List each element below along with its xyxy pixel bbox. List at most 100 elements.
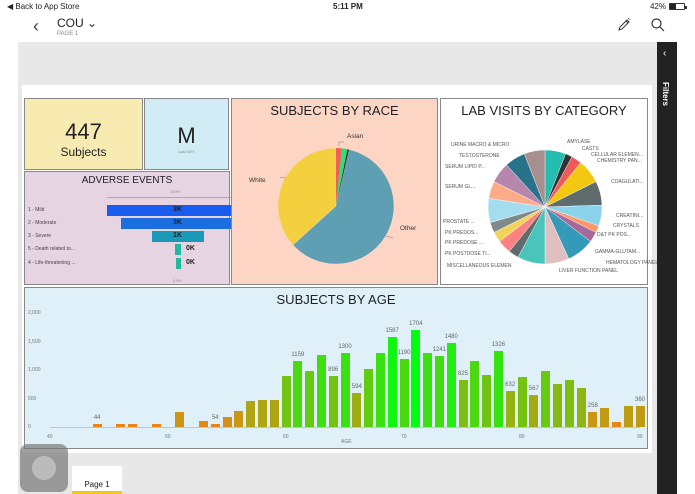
age-bar[interactable] xyxy=(600,408,610,427)
age-bar[interactable] xyxy=(210,423,220,427)
age-bar[interactable] xyxy=(175,412,185,427)
age-bar[interactable] xyxy=(552,383,562,427)
adverse-event-label: 3 - Severe xyxy=(28,233,52,239)
age-bar[interactable] xyxy=(375,353,385,427)
age-bar[interactable] xyxy=(222,417,232,427)
race-chart-title: SUBJECTS BY RACE xyxy=(270,103,399,118)
age-bar[interactable] xyxy=(364,369,374,427)
lab-pie[interactable] xyxy=(441,121,649,281)
adverse-event-row[interactable]: 3 - Severe 1K xyxy=(25,231,231,242)
adverse-event-row[interactable]: 1 - Mild 3K xyxy=(25,205,250,216)
age-bar[interactable] xyxy=(411,329,421,427)
sex-card[interactable]: M Last SEX xyxy=(144,98,229,170)
age-bar[interactable] xyxy=(116,424,126,427)
assistive-touch-button[interactable] xyxy=(20,444,68,492)
age-bar[interactable] xyxy=(340,352,350,427)
adverse-event-row[interactable]: 4 - Life-threatening ... 0K xyxy=(25,258,231,269)
lab-category-label: CRYSTALS xyxy=(613,223,639,229)
subjects-card[interactable]: 447 Subjects xyxy=(24,98,143,170)
age-bar[interactable] xyxy=(92,424,102,427)
back-chevron-icon[interactable]: ‹ xyxy=(33,16,39,36)
adverse-event-row[interactable]: 2 - Moderate 3K xyxy=(25,218,235,229)
age-bar-data-label: 1300 xyxy=(338,343,352,350)
page-tab-label: Page 1 xyxy=(84,480,110,489)
age-bar[interactable] xyxy=(269,400,279,427)
adverse-event-label: 4 - Life-threatening ... xyxy=(28,260,76,266)
age-bar[interactable] xyxy=(434,356,444,427)
age-bar[interactable] xyxy=(623,406,633,427)
age-bar[interactable] xyxy=(128,424,138,427)
annotate-pen-icon[interactable] xyxy=(616,17,632,33)
assistive-touch-knob xyxy=(32,456,56,480)
age-bar[interactable] xyxy=(352,393,362,427)
age-bar[interactable] xyxy=(399,359,409,427)
adverse-event-bar[interactable] xyxy=(152,231,204,242)
age-bar[interactable] xyxy=(198,420,208,427)
lab-category-label: GAMMA-GLUTAM... xyxy=(595,249,641,255)
age-bar[interactable] xyxy=(293,360,303,427)
age-bar[interactable] xyxy=(529,394,539,427)
adverse-event-bar[interactable] xyxy=(106,205,250,216)
age-bar[interactable] xyxy=(234,411,244,427)
age-axis-label: AGE xyxy=(341,439,352,445)
subjects-by-race-chart[interactable]: SUBJECTS BY RACE Asian White Other xyxy=(231,98,438,285)
race-label-asian: Asian xyxy=(347,133,364,140)
chevron-left-icon[interactable]: ‹ xyxy=(663,48,667,59)
lab-pie-slice[interactable] xyxy=(524,149,546,208)
age-bar[interactable] xyxy=(635,406,645,427)
adverse-events-title: ADVERSE EVENTS xyxy=(81,175,173,186)
age-bar[interactable] xyxy=(281,375,291,427)
back-to-app-store-link[interactable]: ◀ Back to App Store xyxy=(7,2,80,11)
age-bar[interactable] xyxy=(564,380,574,427)
lab-category-label: URINE MACRO & MICRO xyxy=(451,142,510,148)
age-bar[interactable] xyxy=(246,400,256,427)
age-bar[interactable] xyxy=(611,422,621,427)
adverse-event-value: 0K xyxy=(186,245,195,252)
filters-pane[interactable]: ‹ Filters xyxy=(657,42,677,494)
adverse-event-bar[interactable] xyxy=(175,244,181,255)
age-bar[interactable] xyxy=(328,375,338,427)
adverse-events-funnel[interactable]: ADVERSE EVENTS 100% 1 - Mild 3K 2 - Modera… xyxy=(24,171,250,285)
age-bar[interactable] xyxy=(387,336,397,427)
lab-category-label: PK PREDOSE ... xyxy=(445,240,484,246)
adverse-event-label: 2 - Moderate xyxy=(28,220,57,226)
x-axis-tick: 60 xyxy=(283,434,289,440)
age-bar[interactable] xyxy=(470,361,480,427)
age-bar[interactable] xyxy=(505,390,515,427)
lab-visits-by-category-chart[interactable]: LAB VISITS BY CATEGORY URINE MACRO & MIC… xyxy=(440,98,658,285)
age-bar[interactable] xyxy=(316,355,326,427)
adverse-event-label: 5 - Death related to... xyxy=(28,246,75,252)
adverse-event-row[interactable]: 5 - Death related to... 0K xyxy=(25,244,231,255)
tab-page-1[interactable]: Page 1 xyxy=(72,466,122,494)
adverse-event-value: 0K xyxy=(186,259,195,266)
age-bar[interactable] xyxy=(482,374,492,427)
y-axis-tick: 1,500 xyxy=(28,338,41,345)
age-bar[interactable] xyxy=(517,377,527,427)
lab-category-label: CHEMISTRY PAN... xyxy=(597,158,642,164)
report-title-dropdown[interactable]: COU ⌄ xyxy=(57,16,98,30)
x-axis-tick: 80 xyxy=(519,434,525,440)
adverse-event-bar[interactable] xyxy=(121,218,235,229)
subjects-by-age-chart[interactable]: SUBJECTS BY AGE 0 500 1,000 1,500 2,000 40 50 6… xyxy=(24,287,648,449)
age-bar[interactable] xyxy=(576,388,586,427)
adverse-event-bar[interactable] xyxy=(175,258,181,269)
sex-label: Last SEX xyxy=(178,149,195,154)
age-bar[interactable] xyxy=(423,353,433,427)
x-axis-tick: 70 xyxy=(401,434,407,440)
age-bar[interactable] xyxy=(541,371,551,427)
age-bar[interactable] xyxy=(446,342,456,427)
age-bar[interactable] xyxy=(257,400,267,427)
lab-category-label: D&T PK POS... xyxy=(597,232,632,238)
age-bar[interactable] xyxy=(458,379,468,427)
age-bar[interactable] xyxy=(305,370,315,427)
age-bar[interactable] xyxy=(151,424,161,427)
y-axis-tick: 2,000 xyxy=(28,310,41,316)
search-icon[interactable] xyxy=(650,17,666,33)
age-bar[interactable] xyxy=(493,351,503,427)
sex-value: M xyxy=(177,123,196,148)
lab-category-label: MISCELLANEOUS ELEMEN xyxy=(447,263,512,269)
race-pie[interactable] xyxy=(232,121,439,281)
age-bar[interactable] xyxy=(588,412,598,427)
battery-icon xyxy=(669,3,687,10)
y-axis-tick: 500 xyxy=(28,395,37,402)
